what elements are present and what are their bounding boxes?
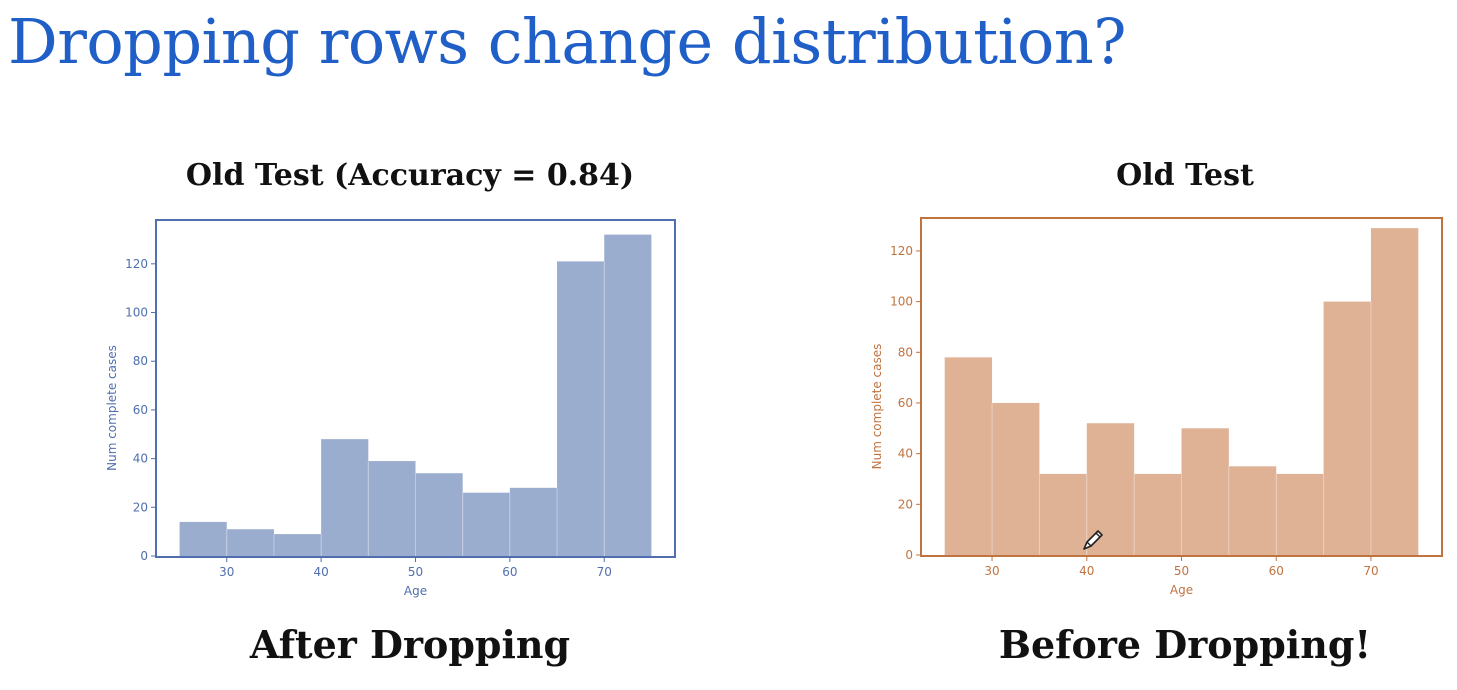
histogram-bar <box>1134 473 1182 555</box>
x-tick-label: 70 <box>597 565 612 579</box>
histogram-bar <box>509 487 558 556</box>
x-axis-title: Age <box>1170 583 1193 597</box>
histogram-bar <box>321 439 369 556</box>
histogram-bar <box>1181 428 1229 555</box>
y-tick-label: 40 <box>133 452 148 466</box>
histogram-bar <box>1039 473 1087 555</box>
y-tick-label: 60 <box>133 403 148 417</box>
y-tick-label: 60 <box>898 396 913 410</box>
x-tick-label: 60 <box>502 565 517 579</box>
x-tick-label: 30 <box>219 565 234 579</box>
x-tick-label: 40 <box>1079 564 1094 578</box>
y-tick-label: 80 <box>898 345 913 359</box>
y-tick-label: 0 <box>140 549 148 563</box>
x-axis-title: Age <box>404 584 427 598</box>
y-tick-label: 120 <box>125 257 148 271</box>
histogram-bar <box>992 402 1040 555</box>
histogram-bar <box>462 492 510 556</box>
y-tick-label: 20 <box>898 497 913 511</box>
y-axis-title: Num complete cases <box>870 344 884 470</box>
right-chart-title: Old Test <box>1116 158 1254 193</box>
histogram-bar <box>273 534 322 556</box>
x-tick-label: 60 <box>1269 564 1284 578</box>
y-tick-label: 100 <box>125 306 148 320</box>
x-tick-label: 50 <box>408 565 423 579</box>
x-tick-label: 70 <box>1363 564 1378 578</box>
left-chart-title: Old Test (Accuracy = 0.84) <box>185 158 635 193</box>
y-tick-label: 120 <box>890 244 913 258</box>
y-tick-label: 100 <box>890 295 913 309</box>
left-caption: After Dropping <box>249 622 571 667</box>
before-dropping-histogram: 0 20 40 60 80 100 120 30 40 50 60 70 Age Num complete… <box>870 217 1443 597</box>
y-tick-label: 40 <box>898 447 913 461</box>
histogram-bar <box>944 357 993 555</box>
histogram-bar <box>1370 228 1419 555</box>
y-axis-title: Num complete cases <box>105 345 119 471</box>
right-caption: Before Dropping! <box>998 622 1372 667</box>
x-tick-label: 30 <box>984 564 999 578</box>
x-tick-label: 40 <box>313 565 328 579</box>
histogram-bar <box>415 473 463 556</box>
y-tick-label: 0 <box>905 548 913 562</box>
histogram-bar <box>1228 466 1277 555</box>
histogram-bar <box>226 529 274 556</box>
histogram-bar <box>179 521 227 556</box>
histogram-bar <box>1086 423 1135 555</box>
histogram-bar <box>557 261 605 556</box>
after-dropping-histogram: 0 20 40 60 80 100 120 30 40 50 60 70 Age Num complete… <box>105 219 676 598</box>
slide-title: Dropping rows change distribution? <box>8 5 1126 78</box>
histogram-bar <box>1323 301 1371 555</box>
pencil-cursor-icon <box>1083 530 1103 550</box>
y-tick-label: 20 <box>133 500 148 514</box>
x-tick-label: 50 <box>1174 564 1189 578</box>
histogram-bar <box>1276 473 1324 555</box>
y-tick-label: 80 <box>133 354 148 368</box>
histogram-bar <box>368 461 416 556</box>
histogram-bar <box>604 234 652 556</box>
